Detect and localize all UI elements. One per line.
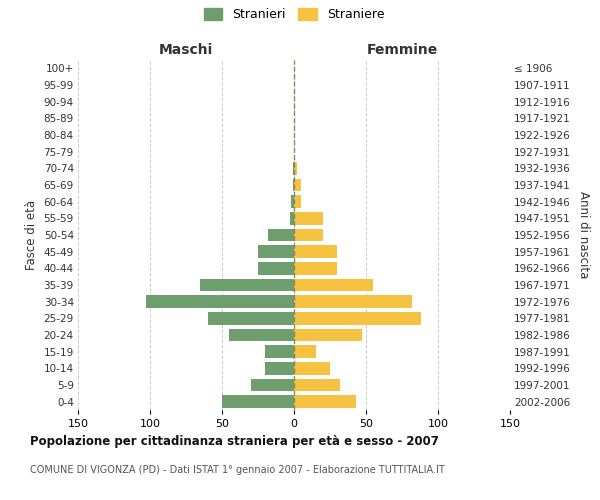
- Bar: [294, 212, 323, 224]
- Text: COMUNE DI VIGONZA (PD) - Dati ISTAT 1° gennaio 2007 - Elaborazione TUTTITALIA.IT: COMUNE DI VIGONZA (PD) - Dati ISTAT 1° g…: [30, 465, 445, 475]
- Bar: [258, 262, 294, 274]
- Bar: [294, 329, 362, 341]
- Bar: [294, 229, 323, 241]
- Bar: [294, 379, 340, 391]
- Bar: [294, 396, 356, 408]
- Bar: [294, 279, 373, 291]
- Bar: [265, 362, 294, 374]
- Bar: [294, 362, 330, 374]
- Bar: [258, 246, 294, 258]
- Bar: [294, 262, 337, 274]
- Bar: [146, 296, 294, 308]
- Bar: [268, 229, 294, 241]
- Bar: [200, 279, 294, 291]
- Bar: [291, 196, 294, 208]
- Bar: [265, 346, 294, 358]
- Bar: [294, 312, 421, 324]
- Text: Femmine: Femmine: [367, 42, 437, 56]
- Y-axis label: Fasce di età: Fasce di età: [25, 200, 38, 270]
- Bar: [294, 162, 297, 174]
- Bar: [294, 179, 301, 191]
- Text: Maschi: Maschi: [159, 42, 213, 56]
- Bar: [294, 346, 316, 358]
- Bar: [294, 296, 412, 308]
- Bar: [290, 212, 294, 224]
- Bar: [251, 379, 294, 391]
- Bar: [294, 196, 301, 208]
- Bar: [294, 246, 337, 258]
- Bar: [222, 396, 294, 408]
- Y-axis label: Anni di nascita: Anni di nascita: [577, 192, 590, 278]
- Bar: [293, 179, 294, 191]
- Bar: [229, 329, 294, 341]
- Bar: [293, 162, 294, 174]
- Legend: Stranieri, Straniere: Stranieri, Straniere: [199, 4, 389, 26]
- Text: Popolazione per cittadinanza straniera per età e sesso - 2007: Popolazione per cittadinanza straniera p…: [30, 435, 439, 448]
- Bar: [208, 312, 294, 324]
